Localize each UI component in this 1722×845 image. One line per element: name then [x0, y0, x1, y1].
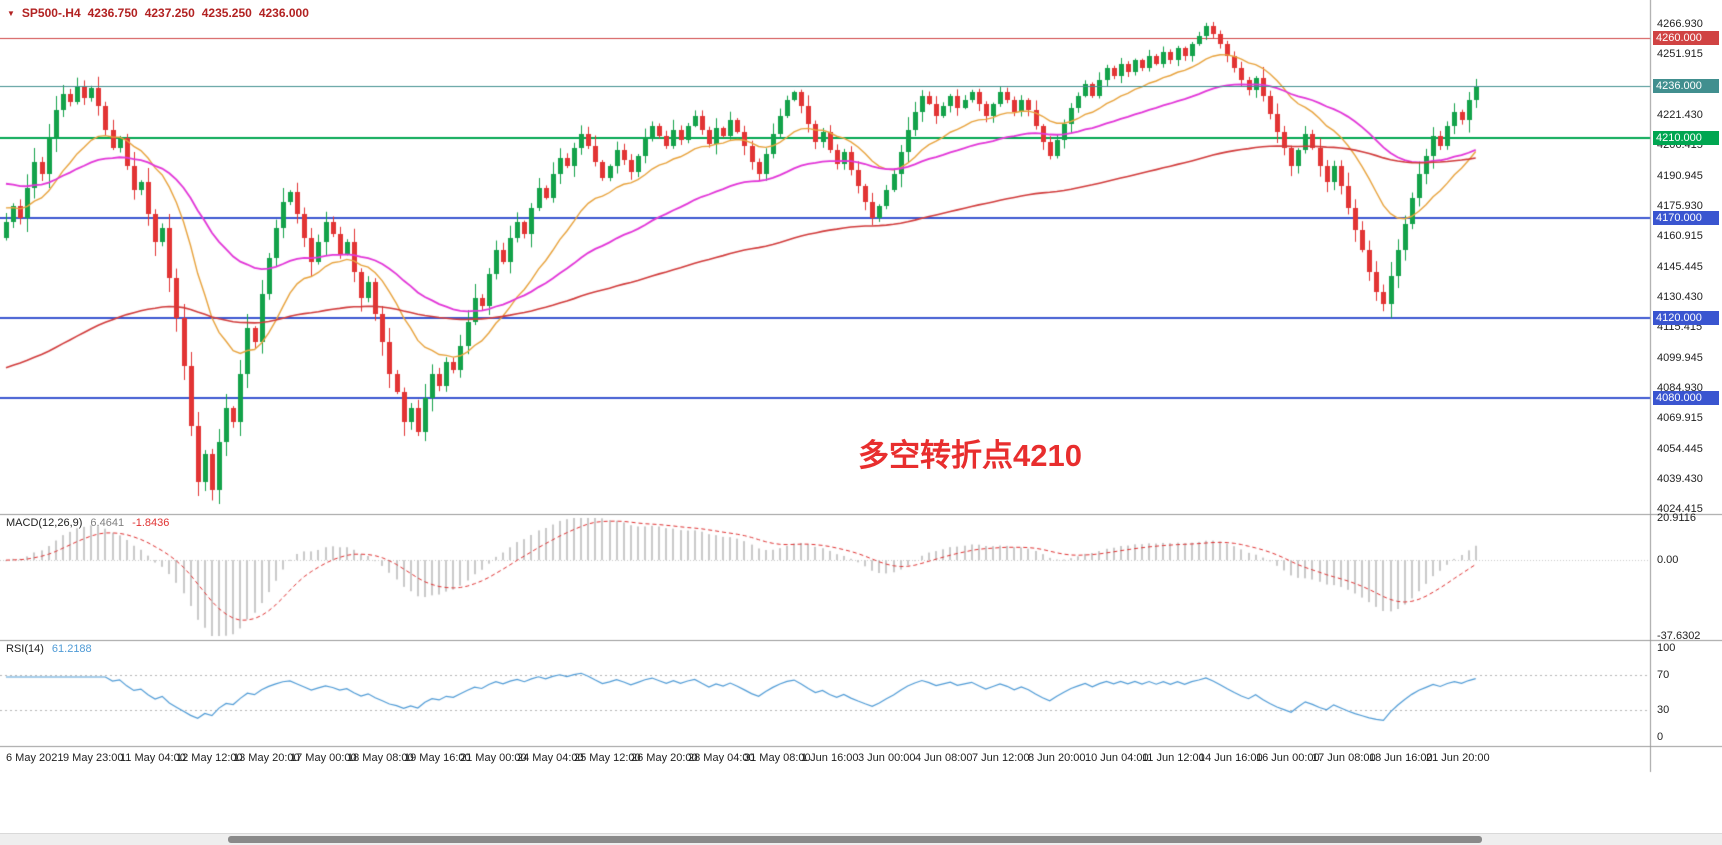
time-axis-label: 8 Jun 20:00 — [1028, 752, 1086, 764]
macd-axis-label: -37.6302 — [1657, 630, 1701, 642]
time-axis-label: 9 May 23:00 — [63, 752, 124, 764]
time-axis-label: 16 Jun 00:00 — [1256, 752, 1320, 764]
price-axis-label: 4024.415 — [1657, 503, 1703, 515]
time-axis-label: 21 Jun 20:00 — [1426, 752, 1490, 764]
price-level-badge: 4236.000 — [1653, 79, 1719, 93]
price-axis-label: 4190.945 — [1657, 170, 1703, 182]
rsi-axis-label: 100 — [1657, 642, 1676, 654]
time-axis-label: 26 May 20:00 — [631, 752, 698, 764]
time-axis-label: 11 Jun 12:00 — [1142, 752, 1205, 764]
macd-title-text: MACD(12,26,9) — [6, 517, 83, 529]
price-axis-label: 4130.430 — [1657, 291, 1703, 303]
time-axis[interactable]: 6 May 2021 9 May 23:00 11 May 04:00 12 May … — [0, 747, 1650, 772]
macd-axis-label: 20.9116 — [1657, 512, 1696, 524]
price-axis[interactable]: 4266.930 4251.915 4221.430 4206.415 4190.945… — [1651, 0, 1722, 772]
price-level-badge: 4210.000 — [1653, 131, 1719, 145]
price-axis-label: 4266.930 — [1657, 18, 1703, 30]
time-axis-label: 1 Jun 16:00 — [801, 752, 859, 764]
time-axis-label: 17 Jun 08:00 — [1312, 752, 1376, 764]
rsi-axis-label: 30 — [1657, 704, 1670, 716]
symbol-info: ▼ SP500-.H4 4236.750 4237.250 4235.250 4… — [7, 6, 309, 20]
ohlc-close: 4236.000 — [258, 6, 309, 20]
time-axis-label: 6 May 2021 — [6, 752, 64, 764]
time-axis-label: 13 May 20:00 — [233, 752, 300, 764]
time-axis-label: 14 Jun 16:00 — [1199, 752, 1263, 764]
ohlc-open: 4236.750 — [87, 6, 138, 20]
ohlc-high: 4237.250 — [144, 6, 195, 20]
scrollbar-thumb[interactable] — [228, 836, 1482, 843]
time-axis-label: 18 May 08:00 — [347, 752, 414, 764]
rsi-indicator-label: RSI(14) 61.2188 — [6, 643, 92, 655]
macd-indicator-label: MACD(12,26,9) 6.4641 -1.8436 — [6, 517, 169, 529]
rsi-value: 61.2188 — [51, 643, 92, 655]
macd-axis-label: 0.00 — [1657, 554, 1679, 566]
price-axis-label: 4160.915 — [1657, 230, 1703, 242]
time-axis-label: 28 May 04:00 — [688, 752, 755, 764]
time-axis-label: 21 May 00:00 — [460, 752, 527, 764]
time-axis-label: 17 May 00:00 — [290, 752, 357, 764]
price-axis-label: 4054.445 — [1657, 443, 1703, 455]
time-axis-label: 4 Jun 08:00 — [915, 752, 973, 764]
chart-annotation[interactable]: 多空转折点4210 — [858, 438, 1082, 473]
time-axis-label: 19 May 16:00 — [404, 752, 471, 764]
price-axis-label: 4099.945 — [1657, 352, 1703, 364]
price-axis-label: 4221.430 — [1657, 109, 1703, 121]
time-axis-label: 31 May 08:00 — [744, 752, 811, 764]
price-axis-label: 4145.445 — [1657, 261, 1703, 273]
macd-main-value: 6.4641 — [90, 517, 125, 529]
price-level-badge: 4120.000 — [1653, 311, 1719, 325]
price-axis-label: 4069.915 — [1657, 412, 1703, 424]
price-axis-label: 4175.930 — [1657, 200, 1703, 212]
time-axis-label: 18 Jun 16:00 — [1369, 752, 1433, 764]
horizontal-scrollbar[interactable] — [0, 833, 1722, 845]
rsi-axis-label: 70 — [1657, 669, 1670, 681]
symbol-name: SP500-.H4 — [21, 6, 81, 20]
time-axis-label: 25 May 12:00 — [574, 752, 641, 764]
time-axis-label: 3 Jun 00:00 — [858, 752, 916, 764]
price-axis-label: 4251.915 — [1657, 48, 1703, 60]
price-level-badge: 4260.000 — [1653, 31, 1719, 45]
time-axis-label: 12 May 12:00 — [176, 752, 243, 764]
rsi-title-text: RSI(14) — [6, 643, 44, 655]
price-axis-label: 4039.430 — [1657, 473, 1703, 485]
time-axis-label: 24 May 04:00 — [517, 752, 584, 764]
time-axis-label: 7 Jun 12:00 — [972, 752, 1030, 764]
price-level-badge: 4080.000 — [1653, 391, 1719, 405]
symbol-marker-icon: ▼ — [7, 8, 15, 18]
time-axis-label: 10 Jun 04:00 — [1085, 752, 1149, 764]
time-axis-label: 11 May 04:00 — [120, 752, 186, 764]
rsi-axis-label: 0 — [1657, 731, 1664, 743]
macd-signal-value: -1.8436 — [132, 517, 170, 529]
ohlc-low: 4235.250 — [201, 6, 252, 20]
price-level-badge: 4170.000 — [1653, 211, 1719, 225]
